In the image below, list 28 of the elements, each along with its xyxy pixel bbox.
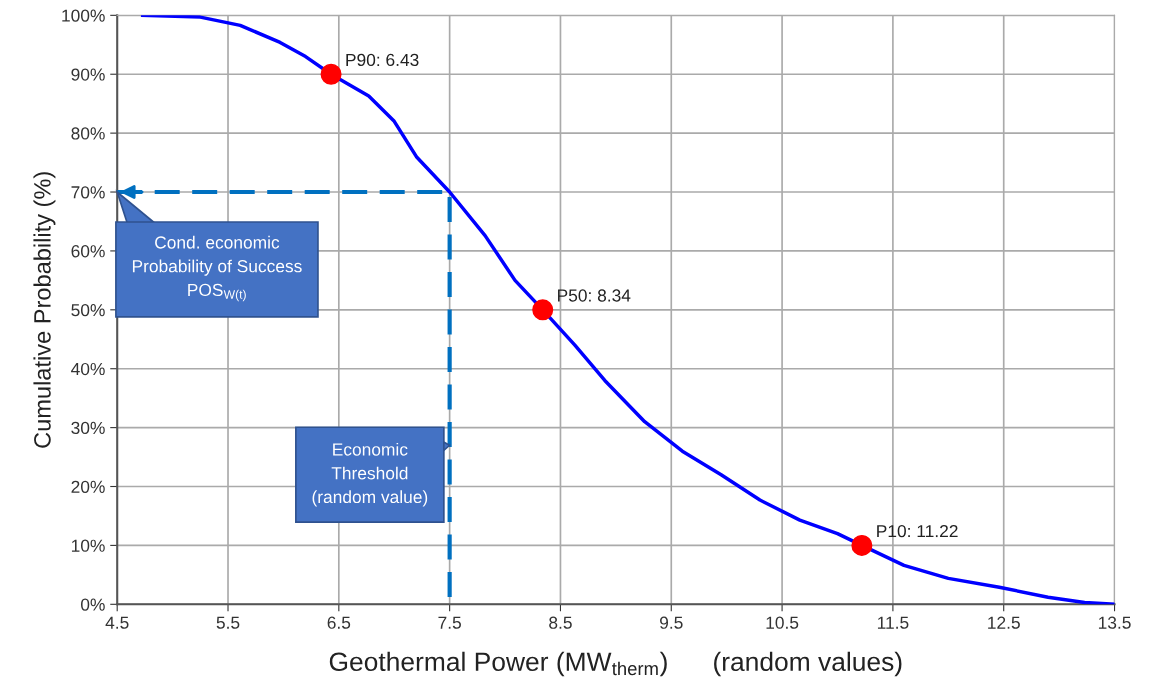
y-axis-title: Cumulative Probability (%) [33, 172, 56, 448]
y-tick-label: 30% [71, 421, 105, 435]
y-tick-label: 50% [71, 303, 105, 317]
x-tick-label: 6.5 [327, 616, 351, 629]
x-tick-label: 12.5 [988, 616, 1020, 629]
y-tick-label: 80% [71, 127, 105, 140]
x-tick-label: 8.5 [549, 616, 572, 629]
y-tick-label: 60% [71, 245, 105, 258]
y-tick-label: 40% [71, 362, 105, 376]
y-tick-label: 70% [71, 186, 105, 199]
annotation: P90: 6.43 [346, 53, 419, 67]
annotation: P50: 8.34 [558, 289, 631, 302]
y-tick-label: 100% [62, 9, 105, 22]
x-tick-label: 11.5 [877, 616, 909, 629]
y-tick-label: 90% [71, 68, 105, 81]
annotation: P10: 11.22 [877, 524, 958, 538]
x-tick-label: 13.5 [1098, 616, 1131, 629]
x-tick-label: 5.5 [216, 616, 240, 629]
x-tick-label: 7.5 [438, 616, 461, 629]
annotation: Economic Threshold (random value) [312, 442, 428, 507]
x-tick-label: 9.5 [660, 616, 683, 629]
x-tick-label: 4.5 [105, 616, 129, 629]
annotation: Cond. economic Probability of Success POS$_{W(t)}$ [132, 235, 302, 302]
x-axis-title: Geothermal Power (MW$_{therm}$) (random values) [329, 651, 902, 677]
y-tick-label: 0% [80, 598, 105, 611]
y-tick-label: 20% [71, 480, 105, 493]
y-tick-label: 10% [71, 539, 105, 552]
x-tick-label: 10.5 [766, 616, 799, 629]
